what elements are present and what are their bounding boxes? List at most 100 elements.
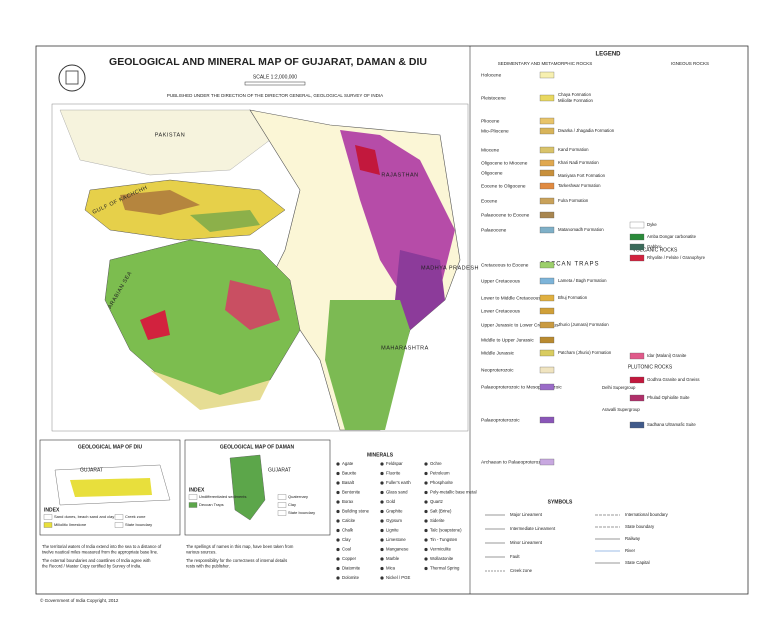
coastal-miliolite <box>150 370 270 410</box>
mineral-symbol <box>336 481 340 485</box>
mineral-label: Nickel / PGE <box>386 575 410 580</box>
mineral-symbol <box>380 462 384 466</box>
copyright: © Government of India Copyright, 2012 <box>40 597 119 603</box>
legend-swatch <box>539 294 555 302</box>
igneous-heading: IGNEOUS ROCKS <box>671 61 709 66</box>
mineral-label: Gypsum <box>386 518 402 523</box>
volcanic-heading: VOLCANIC ROCKS <box>633 247 678 253</box>
mineral-symbol <box>424 547 428 552</box>
age-label: Pleistocene <box>481 95 506 101</box>
mineral-symbol <box>380 528 384 533</box>
diu-inset: GEOLOGICAL MAP OF DIU GUJARAT INDEX <box>39 439 181 536</box>
diu-index-item: Miliolitic limestone <box>54 522 87 527</box>
note-line: the Record / Master Copy certified by Su… <box>42 564 141 569</box>
daman-index-item: Undifferentiated sediments <box>199 494 247 499</box>
mineral-label: Glass sand <box>386 490 408 495</box>
igneous-label: Rhyolite / Felsite / Granophyre <box>647 255 706 260</box>
legend-swatch <box>629 243 645 251</box>
mineral-label: Marble <box>386 556 400 561</box>
place-label: PAKISTAN <box>155 132 185 138</box>
mineral-symbol <box>336 519 340 523</box>
scale: SCALE 1:2,000,000 <box>253 74 297 80</box>
unit-label: Khari Nadi Formation <box>558 160 599 165</box>
diu-gujarat: GUJARAT <box>80 467 103 473</box>
mineral-symbol <box>380 490 384 495</box>
mineral-label: Fluorite <box>386 471 401 476</box>
mineral-label: Lignite <box>386 528 399 533</box>
note-line: twelve nautical miles measured from the … <box>42 550 158 555</box>
mineral-symbol <box>336 509 340 514</box>
mineral-label: Coal <box>342 547 351 552</box>
mineral-symbol <box>380 566 384 571</box>
mineral-symbol <box>424 519 428 523</box>
legend-swatch <box>277 502 287 508</box>
age-label: Palaeoproterozoic to Mesoproterozoic <box>481 384 562 390</box>
mineral-label: Gold <box>386 499 396 504</box>
mineral-symbol <box>424 538 428 542</box>
diu-index-item: Creek zone <box>125 514 146 519</box>
igneous-label: Gabbro <box>647 244 662 249</box>
daman-index-item: Clay <box>288 502 296 507</box>
age-label: Miocene <box>481 147 499 153</box>
mineral-label: Clay <box>342 537 351 542</box>
unit-label: Matanomadh Formation <box>558 227 604 232</box>
age-label: Middle Jurassic <box>481 350 515 356</box>
note-line: rests with the publisher. <box>186 564 230 569</box>
igneous-label: Amba Dongar carbonatite <box>647 234 697 239</box>
deccan-heading: DECCAN TRAPS <box>541 262 600 268</box>
mineral-symbol <box>424 481 428 485</box>
symbols-title: SYMBOLS <box>548 499 573 505</box>
mineral-symbol <box>424 462 428 466</box>
mineral-label: Wollastonite <box>430 556 454 561</box>
mineral-symbol <box>336 576 340 580</box>
age-label: Eocene to Oligocene <box>481 183 526 189</box>
unit-label: Maniyara Fort Formation <box>558 173 606 178</box>
mineral-symbol <box>380 538 384 542</box>
age-label: Lower to Middle Cretaceous <box>481 295 541 301</box>
daman-index-item: Deccan Traps <box>199 502 224 507</box>
minerals-title: MINERALS <box>367 452 394 458</box>
main-map <box>51 103 469 432</box>
legend-swatch <box>539 159 555 167</box>
igneous-label: Idar (Malani) Granite <box>647 353 687 358</box>
legend-swatch <box>539 117 555 125</box>
unit-label: Patcham (Jhurio) Formation <box>558 350 612 355</box>
age-label: Pliocene <box>481 118 500 124</box>
symbol-label: Creek zone <box>510 568 533 573</box>
unit-label: Delhi Supergroup <box>602 385 636 390</box>
daman-inset: GEOLOGICAL MAP OF DAMAN GUJARAT INDEX <box>184 439 331 536</box>
legend-swatch <box>629 254 645 262</box>
legend-swatch <box>629 233 645 241</box>
unit-label: Lameta / Bagh Formation <box>558 278 607 283</box>
mineral-label: Poly-metallic base metal <box>430 490 477 495</box>
note-line: The territorial waters of India extend i… <box>42 544 162 549</box>
title: GEOLOGICAL AND MINERAL MAP OF GUJARAT, D… <box>109 56 427 68</box>
daman-area <box>229 454 266 521</box>
legend-swatch <box>539 383 555 391</box>
legend-swatch <box>539 336 555 344</box>
legend-swatch <box>114 514 124 520</box>
legend-swatch <box>539 261 555 269</box>
mineral-symbol <box>380 576 384 580</box>
mineral-label: Bentonite <box>342 490 361 495</box>
legend-swatch <box>539 211 555 219</box>
mineral-label: Feldspar <box>386 461 403 466</box>
symbol-label: Minor Lineament <box>510 540 543 545</box>
daman-index: INDEX <box>189 487 205 493</box>
diu-index-item: Sand dunes, beach sand and clay <box>54 514 114 519</box>
igneous-label: Sadhana Ultramafic Suite <box>647 422 696 427</box>
legend-swatch <box>539 146 555 154</box>
daman-gujarat: GUJARAT <box>268 467 291 473</box>
sed-heading: SEDIMENTARY AND METAMORPHIC ROCKS <box>498 61 592 66</box>
legend-swatch <box>539 71 555 79</box>
mineral-symbol <box>336 500 340 504</box>
igneous-label: Dyke <box>647 222 657 227</box>
symbol-label: Railway <box>625 536 641 541</box>
southeast-precambrian <box>395 250 445 330</box>
legend-swatch <box>629 221 645 229</box>
age-label: Eocene <box>481 198 498 204</box>
legend-swatch <box>539 182 555 190</box>
age-label: Mio-Pliocene <box>481 128 509 134</box>
mineral-label: Thermal Spring <box>430 566 460 571</box>
